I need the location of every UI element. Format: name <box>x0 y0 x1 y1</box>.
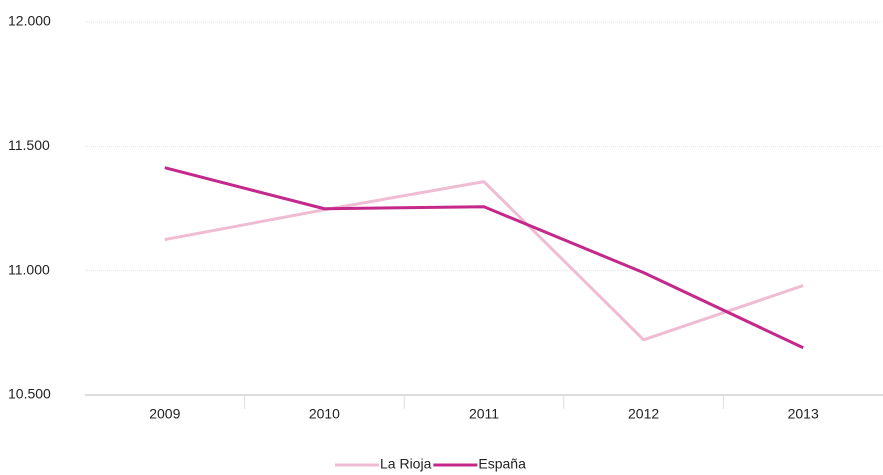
series-line <box>164 166 804 350</box>
y-tick-label: 12.000 <box>8 13 51 29</box>
x-tick-label: 2012 <box>628 406 659 422</box>
x-tick-label: 2011 <box>469 406 499 422</box>
x-tick-label: 2013 <box>788 406 819 422</box>
x-tick-label: 2010 <box>309 406 340 422</box>
y-tick-label: 10.500 <box>8 386 51 402</box>
x-tick-label: 2009 <box>149 406 180 422</box>
y-tick-label: 11.000 <box>8 261 50 277</box>
series-line <box>164 180 804 342</box>
legend-label: España <box>478 456 526 472</box>
y-tick-label: 11.500 <box>8 137 50 153</box>
legend-label: La Rioja <box>380 456 432 472</box>
